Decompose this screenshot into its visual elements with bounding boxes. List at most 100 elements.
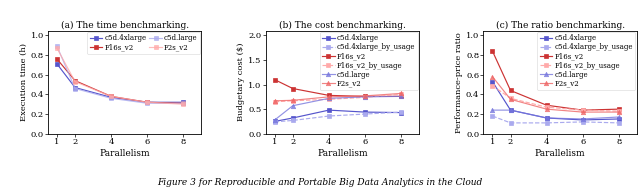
F16s_v2	[53, 58, 61, 60]
F16s_v2_by_usage	[289, 100, 296, 102]
c5d.large	[615, 116, 623, 118]
F16s_v2	[289, 87, 296, 90]
Line: F16s_v2: F16s_v2	[55, 57, 186, 105]
Title: (b) The cost benchmarking.: (b) The cost benchmarking.	[279, 21, 406, 30]
F2s_v2	[397, 92, 405, 95]
F16s_v2_by_usage	[543, 106, 550, 108]
F2s_v2	[325, 96, 333, 98]
c5d.large	[579, 118, 586, 120]
Line: F16s_v2: F16s_v2	[490, 49, 621, 112]
F2s_v2	[615, 111, 623, 113]
c5d.4xlarge	[325, 109, 333, 111]
Line: c5d.4xlarge_by_usage: c5d.4xlarge_by_usage	[490, 114, 621, 125]
F16s_v2	[108, 95, 115, 98]
F2s_v2	[579, 111, 586, 113]
Line: c5d.4xlarge: c5d.4xlarge	[490, 79, 621, 122]
Y-axis label: Performance-price ratio: Performance-price ratio	[455, 32, 463, 133]
F16s_v2_by_usage	[489, 84, 497, 87]
c5d.large	[289, 104, 296, 107]
Legend: c5d.4xlarge, c5d.4xlarge_by_usage, F16s_v2, F16s_v2_by_usage, c5d.large, F2s_v2: c5d.4xlarge, c5d.4xlarge_by_usage, F16s_…	[538, 32, 636, 90]
Line: F2s_v2: F2s_v2	[273, 91, 403, 103]
c5d.4xlarge	[108, 96, 115, 99]
F16s_v2_by_usage	[325, 98, 333, 100]
F16s_v2	[543, 104, 550, 106]
Line: F2s_v2: F2s_v2	[490, 74, 621, 114]
c5d.4xlarge_by_usage	[289, 119, 296, 122]
c5d.large	[361, 96, 369, 98]
c5d.4xlarge	[489, 80, 497, 83]
c5d.4xlarge	[543, 117, 550, 119]
F2s_v2	[108, 95, 115, 98]
Line: c5d.4xlarge_by_usage: c5d.4xlarge_by_usage	[273, 110, 403, 124]
F16s_v2	[361, 95, 369, 98]
Y-axis label: Execution time (h): Execution time (h)	[20, 43, 28, 121]
X-axis label: Parallelism: Parallelism	[535, 149, 586, 158]
Line: c5d.4xlarge: c5d.4xlarge	[273, 108, 403, 124]
c5d.large	[489, 109, 497, 111]
F16s_v2	[143, 101, 151, 103]
F16s_v2_by_usage	[397, 93, 405, 96]
c5d.large	[53, 45, 61, 47]
c5d.4xlarge_by_usage	[489, 115, 497, 117]
F16s_v2_by_usage	[507, 97, 515, 100]
F16s_v2	[397, 95, 405, 98]
X-axis label: Parallelism: Parallelism	[99, 149, 150, 158]
Title: (a) The time benchmarking.: (a) The time benchmarking.	[61, 21, 189, 30]
F16s_v2	[179, 102, 187, 104]
c5d.4xlarge_by_usage	[271, 121, 278, 123]
c5d.4xlarge_by_usage	[579, 121, 586, 123]
F16s_v2	[579, 109, 586, 111]
c5d.large	[108, 97, 115, 100]
Text: Figure 3 for Reproducible and Portable Big Data Analytics in the Cloud: Figure 3 for Reproducible and Portable B…	[157, 178, 483, 187]
c5d.4xlarge	[615, 118, 623, 120]
c5d.4xlarge	[179, 101, 187, 103]
c5d.4xlarge_by_usage	[361, 113, 369, 115]
c5d.4xlarge	[507, 109, 515, 111]
c5d.4xlarge	[53, 63, 61, 65]
Line: c5d.large: c5d.large	[490, 108, 621, 121]
c5d.large	[179, 102, 187, 104]
F2s_v2	[71, 80, 79, 83]
F16s_v2	[489, 50, 497, 52]
F16s_v2_by_usage	[615, 110, 623, 112]
Line: c5d.4xlarge: c5d.4xlarge	[55, 62, 186, 104]
c5d.large	[543, 117, 550, 119]
F2s_v2	[271, 100, 278, 102]
Line: F16s_v2_by_usage: F16s_v2_by_usage	[490, 83, 621, 113]
Line: F16s_v2: F16s_v2	[273, 78, 403, 99]
F2s_v2	[289, 99, 296, 101]
Legend: c5d.4xlarge, F16s_v2, c5d.large, F2s_v2: c5d.4xlarge, F16s_v2, c5d.large, F2s_v2	[88, 32, 200, 54]
F16s_v2_by_usage	[361, 96, 369, 99]
c5d.4xlarge	[71, 86, 79, 89]
F16s_v2_by_usage	[579, 109, 586, 111]
c5d.large	[507, 109, 515, 111]
Line: c5d.large: c5d.large	[55, 44, 186, 105]
F2s_v2	[53, 47, 61, 49]
Legend: c5d.4xlarge, c5d.4xlarge_by_usage, F16s_v2, F16s_v2_by_usage, c5d.large, F2s_v2: c5d.4xlarge, c5d.4xlarge_by_usage, F16s_…	[320, 32, 418, 90]
F16s_v2	[71, 79, 79, 82]
Line: c5d.large: c5d.large	[273, 94, 403, 122]
Y-axis label: Budgetary cost ($): Budgetary cost ($)	[237, 43, 245, 121]
F2s_v2	[489, 76, 497, 78]
c5d.large	[143, 102, 151, 104]
F16s_v2	[271, 79, 278, 81]
c5d.4xlarge_by_usage	[543, 122, 550, 124]
F2s_v2	[143, 101, 151, 103]
c5d.4xlarge	[397, 111, 405, 114]
c5d.4xlarge_by_usage	[507, 122, 515, 124]
c5d.4xlarge	[361, 111, 369, 113]
F16s_v2	[325, 94, 333, 96]
X-axis label: Parallelism: Parallelism	[317, 149, 368, 158]
c5d.large	[325, 97, 333, 100]
c5d.4xlarge	[271, 120, 278, 123]
c5d.large	[397, 95, 405, 98]
Line: F2s_v2: F2s_v2	[55, 46, 186, 106]
Line: F16s_v2_by_usage: F16s_v2_by_usage	[273, 92, 403, 104]
F16s_v2	[507, 89, 515, 92]
c5d.large	[71, 87, 79, 90]
c5d.large	[271, 119, 278, 121]
F16s_v2_by_usage	[271, 101, 278, 103]
F2s_v2	[361, 95, 369, 97]
F2s_v2	[507, 98, 515, 100]
Title: (c) The ratio benchmarking.: (c) The ratio benchmarking.	[495, 21, 625, 30]
